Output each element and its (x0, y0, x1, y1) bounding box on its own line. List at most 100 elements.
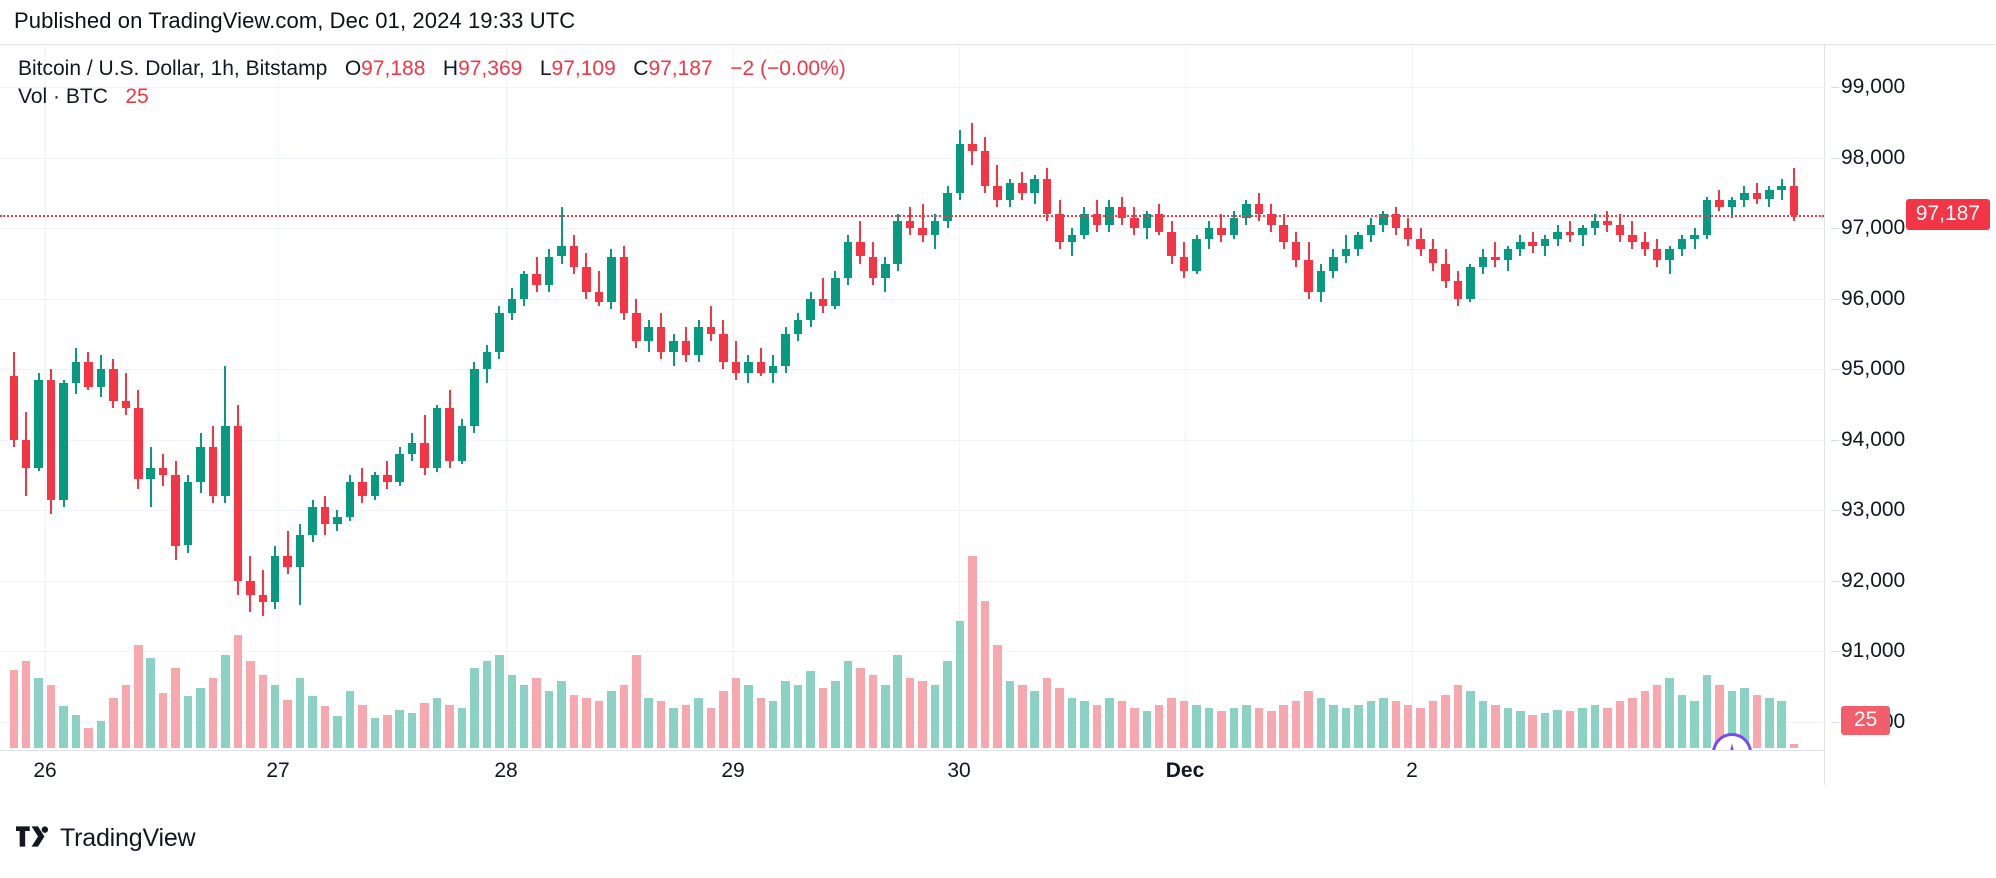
candle-wick (1730, 196, 1733, 218)
candle-wick (921, 203, 924, 243)
volume-bar (1553, 709, 1562, 748)
volume-bar (731, 678, 741, 748)
volume-bar (1740, 688, 1749, 748)
candle-body (295, 535, 305, 567)
price-tick-label: 96,000 (1831, 287, 1905, 310)
candle-body (781, 334, 790, 366)
candle-wick (1668, 245, 1671, 275)
candle-body (196, 446, 205, 483)
candle-body (370, 475, 379, 497)
price-tick-label: 93,000 (1831, 499, 1905, 521)
volume-bar (370, 718, 379, 748)
candle-body (793, 319, 803, 334)
volume-bar (1105, 698, 1114, 748)
volume-bar (333, 716, 342, 748)
candle-body (943, 193, 952, 222)
candle-body (221, 425, 230, 497)
candle-body (1428, 249, 1438, 264)
grid-line-vertical (506, 45, 507, 750)
candle-wick (124, 372, 127, 416)
candle-body (918, 228, 927, 236)
candle-body (544, 256, 554, 285)
candle-body (1640, 242, 1649, 250)
candle-body (71, 362, 81, 384)
candle-body (109, 369, 118, 401)
candle-body (1665, 249, 1674, 260)
volume-bar (1316, 698, 1326, 748)
legend-symbol[interactable]: Bitcoin / U.S. Dollar, 1h, Bitstamp (18, 57, 328, 80)
price-plot-area[interactable] (0, 45, 1824, 750)
volume-bar (519, 684, 529, 748)
volume-bar (843, 661, 853, 748)
legend-volume-value: 25 (125, 85, 149, 108)
candle-body (84, 362, 93, 387)
candle-body (1092, 214, 1102, 225)
candle-body (208, 446, 218, 497)
volume-bar (632, 654, 641, 748)
volume-bar (1765, 698, 1774, 748)
time-axis[interactable]: 26 27 28 29 30 Dec 2 (0, 750, 1824, 784)
volume-bar (283, 699, 292, 748)
candle-body (470, 369, 479, 426)
volume-bar (1727, 691, 1737, 748)
candle-body (1341, 249, 1351, 257)
price-axis[interactable]: 99,000 98,000 97,000 96,000 95,000 94,000 93,0… (1824, 45, 1996, 785)
candle-body (171, 475, 180, 546)
candle-body (233, 425, 243, 581)
volume-bar (1777, 701, 1786, 748)
volume-bar (158, 693, 168, 748)
candle-body (1590, 221, 1600, 229)
volume-bar (781, 681, 790, 748)
candle-body (9, 376, 18, 440)
grid-line-horizontal (0, 510, 1824, 512)
candle-body (582, 267, 591, 292)
candle-wick (286, 531, 289, 574)
volume-bar (1267, 711, 1276, 748)
candle-body (1441, 263, 1450, 282)
candle-body (507, 298, 516, 313)
time-tick-label: 29 (721, 759, 745, 782)
candle-body (818, 298, 828, 306)
candle-body (246, 580, 255, 595)
volume-bar (1154, 704, 1164, 748)
candle-body (756, 362, 765, 373)
candle-body (395, 453, 404, 483)
candle-body (1740, 193, 1749, 201)
chart-legend[interactable]: Bitcoin / U.S. Dollar, 1h, Bitstamp O97,… (18, 55, 846, 111)
volume-bar (905, 678, 915, 748)
volume-bar (308, 696, 317, 748)
volume-bar (744, 684, 753, 748)
candle-body (1391, 214, 1400, 229)
volume-bar (806, 671, 815, 748)
volume-bar (1789, 743, 1799, 748)
candle-body (1528, 242, 1537, 246)
volume-bar (1503, 708, 1512, 748)
volume-bar (1130, 708, 1139, 748)
volume-bar (881, 684, 890, 748)
candle-body (607, 256, 616, 303)
volume-bar (594, 701, 604, 748)
volume-bar (1291, 701, 1301, 748)
volume-bar (1354, 704, 1363, 748)
published-caption: Published on TradingView.com, Dec 01, 20… (14, 8, 576, 33)
volume-bar (1677, 694, 1687, 748)
candle-body (1727, 200, 1737, 208)
legend-ohlc-row: Bitcoin / U.S. Dollar, 1h, Bitstamp O97,… (18, 55, 846, 83)
footer-brand: TradingView (60, 824, 196, 852)
volume-bar (1304, 691, 1313, 748)
volume-bar (71, 714, 81, 748)
candle-body (557, 245, 566, 257)
current-volume-badge: 25 (1841, 705, 1891, 735)
candle-body (955, 143, 965, 194)
volume-bar (1067, 698, 1077, 748)
price-tick-mark (1831, 369, 1839, 371)
time-tick-label: 26 (33, 759, 57, 782)
volume-bar (221, 654, 230, 748)
legend-volume-label[interactable]: Vol · BTC (18, 85, 108, 108)
grid-line-horizontal (0, 87, 1824, 89)
current-price-line (0, 215, 1824, 218)
price-tick-label: 99,000 (1831, 76, 1905, 98)
price-tick-mark (1831, 510, 1839, 512)
volume-bar (146, 658, 155, 748)
volume-bar (507, 674, 516, 748)
